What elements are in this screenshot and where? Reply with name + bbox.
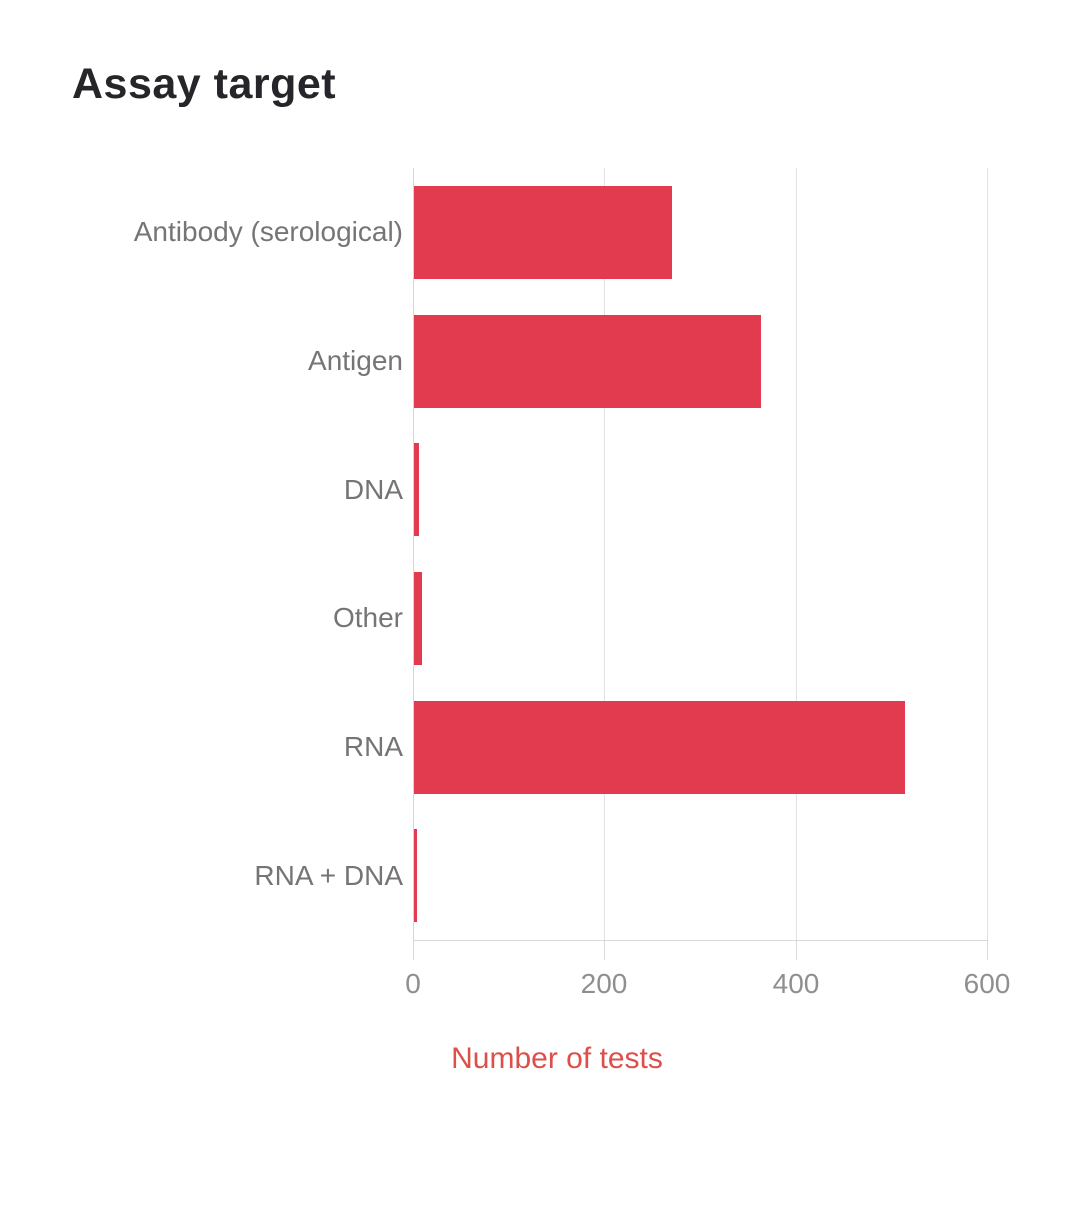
plot-area [413,168,988,960]
gridline-200 [604,168,605,940]
gridline-600 [987,168,988,940]
bar-antigen [414,315,761,408]
category-label-rna: RNA [343,731,403,762]
bar-rna [414,701,905,794]
x-axis-line [413,940,988,941]
category-label-other: Other [332,602,403,633]
category-label-rna-dna: RNA + DNA [254,860,403,891]
gridline-0 [413,168,414,940]
bar-rna-dna [414,829,417,922]
x-tick-label-400: 400 [772,968,820,999]
x-tick-label-0: 0 [405,968,421,999]
x-tick-mark-0 [413,940,414,960]
bar-other [414,572,422,665]
bar-antibody-serological [414,186,672,279]
x-tick-mark-600 [987,940,988,960]
chart-title: Assay target [72,60,337,108]
category-label-dna: DNA [343,474,403,505]
x-tick-label-600: 600 [963,968,1011,999]
category-label-antibody-serological: Antibody (serological) [133,216,403,247]
bar-dna [414,443,419,536]
x-tick-mark-400 [796,940,797,960]
x-tick-label-200: 200 [580,968,628,999]
gridline-400 [796,168,797,940]
x-tick-mark-200 [604,940,605,960]
category-label-antigen: Antigen [308,345,403,376]
x-axis-title: Number of tests [451,1042,663,1075]
